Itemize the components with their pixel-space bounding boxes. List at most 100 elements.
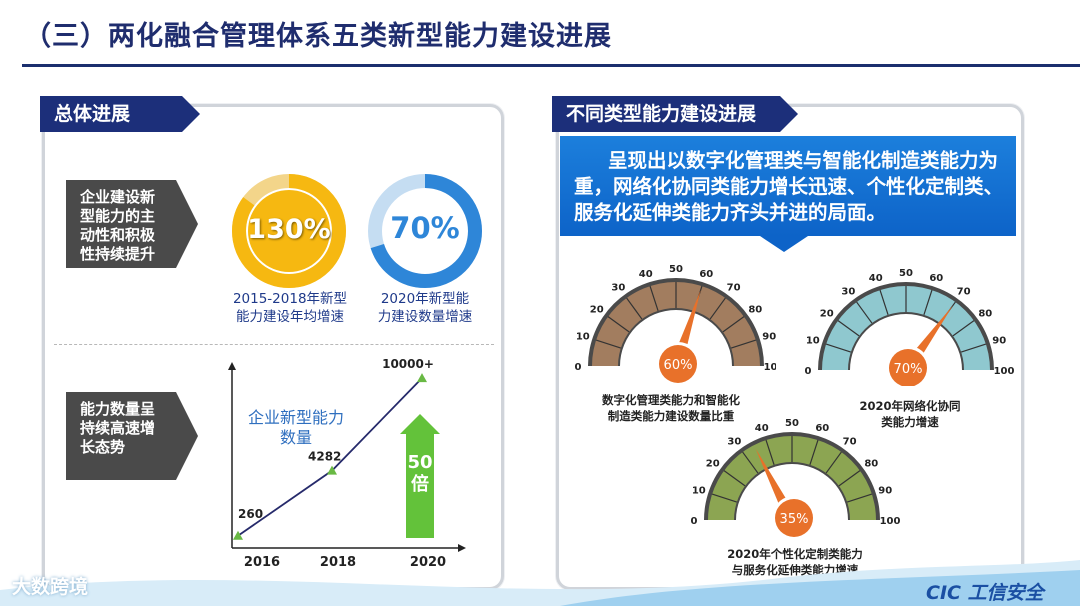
right-section-tag: 不同类型能力建设进展 [552,96,798,132]
gauge-tick-label: 50 [785,418,799,429]
multiplier-number: 50 [407,452,433,473]
gauge-tick-label: 10 [576,332,590,343]
gauge-hub [659,345,697,383]
gauge-tick-label: 50 [669,264,683,275]
gauge-tick-label: 70 [727,283,741,294]
x-tick-label: 2016 [244,555,280,570]
section-divider [54,344,494,345]
gauge-tick-label: 80 [864,458,878,469]
label-growth: 能力数量呈持续高速增长态势 [66,392,198,480]
gauge-tick [742,451,759,474]
gauge-tick-label: 50 [899,268,913,279]
gauge-tick-label: 70 [957,287,971,298]
data-point [233,530,243,540]
gauge-tick [825,343,852,353]
gauge-tick-label: 40 [639,269,653,280]
ring1-center [248,190,330,272]
summary-text: 呈现出以数字化管理类与智能化制造类能力为重，网络化协同类能力增长迅速、个性化定制… [574,149,1004,224]
footer-wave [0,560,1080,606]
data-label: 10000+ [382,357,434,371]
gauge1-caption-line1: 数字化管理类能力和智能化 [602,393,740,407]
gauge-tick [649,285,659,312]
gauge-tick-label: 80 [978,308,992,319]
cic-logo: CIC 工信安全 [926,582,1044,604]
ring2-arc [368,174,482,288]
x-tick-label: 2020 [410,555,446,570]
gauge-tick [856,301,873,324]
chart-title-line1: 企业新型能力 [247,408,344,427]
x-tick-label: 2018 [320,555,356,570]
gauge-tick-label: 0 [575,362,582,373]
gauge-tick-label: 80 [748,304,762,315]
gauge-band [592,282,760,366]
summary-banner-pointer [760,236,808,252]
gauge1-caption: 数字化管理类能力和智能化 制造类能力建设数量比重 [586,392,756,424]
gauge-tick-label: 10 [692,486,706,497]
gauge-35: 0 10 20 30 40 50 60 70 80 90 100 35% [691,418,900,538]
gauge2-caption: 2020年网络化协同 类能力增速 [830,398,990,430]
gauge-tick-label: 60 [699,269,713,280]
gauge-tick [837,320,860,337]
gauge-tick [825,451,842,474]
wave-mid [560,570,1080,606]
gauge-tick-label: 30 [727,437,741,448]
gauge-tick-label: 100 [764,362,776,373]
gauge3-caption-line1: 2020年个性化定制类能力 [727,547,863,561]
gauge-tick-label: 60 [929,273,943,284]
gauge-tick-label: 40 [869,273,883,284]
gauge-tick-label: 60 [815,423,829,434]
gauge-tick-label: 90 [762,332,776,343]
gauge-value: 70% [894,362,923,377]
gauge-tick-label: 0 [691,516,698,527]
gauge-value: 60% [664,358,693,373]
gauge-tick [607,316,630,333]
gauge-tick-label: 30 [611,283,625,294]
gauge-tick-label: 20 [590,304,604,315]
ring1-caption: 2015-2018年新型 能力建设年均增速 [220,290,360,326]
gauge-tick [846,493,873,503]
data-label: 260 [238,507,263,521]
ring-130-chart [232,174,346,288]
gauge-tick [626,297,643,320]
gauge-tick-label: 90 [992,336,1006,347]
gauge-tick-label: 10 [806,336,820,347]
gauge-tick [765,439,775,466]
gauge-tick-label: 100 [994,366,1015,377]
left-section-tag: 总体进展 [40,96,200,132]
data-label: 4282 [308,450,341,464]
gauge-70: 0 10 20 30 40 50 60 70 80 90 100 70% [805,268,1015,386]
ring2-caption: 2020年新型能 力建设数量增速 [358,290,492,326]
gauge2-caption-line1: 2020年网络化协同 [859,399,961,413]
label-initiative: 企业建设新型能力的主动性和积极性持续提升 [66,180,198,268]
ring2-value: 70% [390,211,460,245]
summary-banner [560,136,1016,236]
ring1-value: 130% [247,214,331,245]
gauge-tick [960,343,987,353]
gauge-tick [952,320,975,337]
growth-arrow-shape [400,414,440,538]
gauge-band [708,436,876,520]
ring2-caption-line2: 力建设数量增速 [377,309,473,325]
page-title: （三）两化融合管理体系五类新型能力建设进展 [24,21,612,52]
gauge-tick [809,439,819,466]
title-divider [22,64,1080,67]
ring-70-chart [368,174,482,288]
gauge-tick-label: 30 [841,287,855,298]
data-point [327,465,337,475]
ring1-arc [232,174,346,288]
gauge-hub [775,499,813,537]
ring1-caption-line1: 2015-2018年新型 [232,291,348,307]
gauge-tick [923,289,933,316]
gauge-tick [730,339,757,349]
chart-title: 企业新型能力 数量 [236,408,356,448]
gauge-tick [711,493,738,503]
data-point [417,373,427,383]
gauge-hub [889,349,927,386]
chart-title-line2: 数量 [279,428,312,447]
gauge-tick [879,289,889,316]
x-axis-arrow [458,544,466,552]
gauge-tick-label: 20 [706,458,720,469]
gauge-60: 0 10 20 30 40 50 60 70 80 90 100 60% [575,264,776,386]
growth-arrow [400,414,440,538]
gauge-tick [722,316,745,333]
